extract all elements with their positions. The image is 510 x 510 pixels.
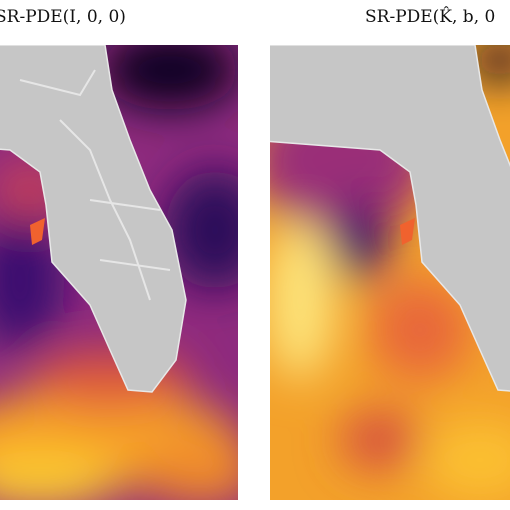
left-heatmap [0, 45, 238, 500]
panel-title: SR-PDE(K̂, b, 0 [365, 7, 495, 27]
right-heatmap [270, 45, 510, 500]
panel-title: SR-PDE(I, 0, 0) [0, 7, 126, 27]
